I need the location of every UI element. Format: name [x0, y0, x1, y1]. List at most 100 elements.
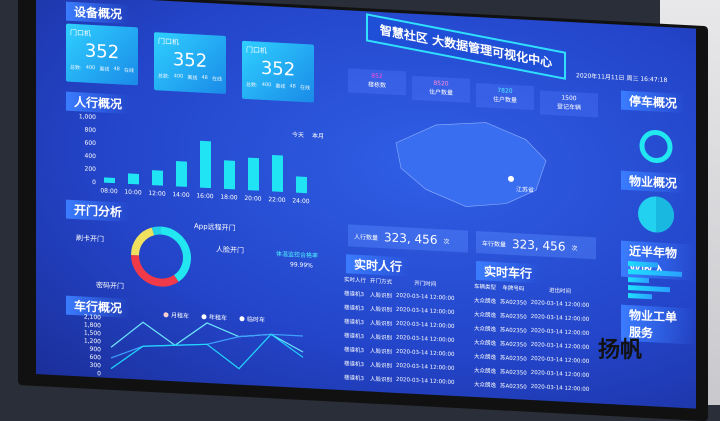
y-tick-label: 900 [90, 346, 102, 354]
online-status: 在线 [211, 76, 222, 83]
bar [104, 177, 115, 184]
table-cell: 2020-03-14 12:00:00 [396, 376, 455, 386]
table-cell: 2020-03-14 12:00:00 [530, 383, 590, 393]
table-cell: 大众朗逸 [474, 381, 497, 390]
table-cell: 大众朗逸 [474, 297, 497, 306]
income-bar [628, 277, 649, 284]
table-cell: 大众朗逸 [474, 367, 497, 376]
legend-label: 临时车 [247, 315, 265, 324]
income-bar [628, 285, 670, 293]
realtime-cars-table: 车辆类型 车牌号码 进出时间 大众朗逸 苏A02350 2020-03-14 12:00:… [472, 279, 591, 397]
stat-label: 楼栋数 [367, 81, 386, 90]
header-stat: 7820 住户数量 [476, 83, 534, 111]
offline-value: 48 [289, 83, 296, 90]
bar [296, 176, 307, 194]
x-tick-label: 22:00 [268, 196, 285, 204]
header-stat: 8520 住户数量 [412, 75, 470, 103]
people-bar-chart: 0 200 400 600 800 1,000 08:00 10:00 12:00 14:00 16… [79, 113, 310, 205]
table-cell: 人脸识别 [370, 292, 393, 300]
table-cell: 楼道机3 [344, 291, 364, 299]
legend-marker [163, 312, 169, 318]
x-tick-label: 08:00 [100, 187, 117, 195]
device-online-count: 352 [260, 57, 296, 81]
car-count: 车行数量 323, 456 次 [476, 231, 596, 260]
datetime: 2020年11月11日 周三 16:47:18 [576, 72, 668, 85]
bar [176, 160, 187, 187]
table-cell: 大众朗逸 [474, 311, 497, 320]
total-value: 400 [85, 64, 96, 72]
legend-label: 月租车 [171, 311, 189, 320]
x-tick-label: 10:00 [124, 189, 141, 197]
x-tick-label: 14:00 [172, 191, 189, 199]
table-cell: 人脸识别 [370, 362, 393, 370]
legend-marker [239, 316, 245, 322]
column-header: 开门方式 [370, 278, 393, 286]
total-label: 总数: [70, 64, 82, 72]
temp-value: 99.99% [290, 261, 313, 270]
bar [200, 140, 211, 189]
online-status: 在线 [299, 84, 310, 92]
temp-label: 体温监控合格率 [276, 250, 319, 260]
offline-value: 48 [201, 74, 208, 82]
x-tick-label: 18:00 [220, 194, 237, 202]
offline-label: 离线 [275, 83, 286, 91]
page-title: 智慧社区 大数据管理可视化中心 [366, 13, 566, 80]
x-tick-label: 20:00 [244, 195, 261, 203]
slice-label: 密码开门 [96, 280, 124, 290]
people-count-label: 人行数量 [354, 233, 379, 242]
table-cell: 苏A02350 [500, 383, 527, 391]
y-tick-label: 2,100 [84, 314, 101, 322]
series-line [110, 333, 304, 370]
legend-marker [201, 314, 207, 320]
car-count-unit: 次 [571, 244, 578, 252]
parking-title: 停车概况 [621, 90, 686, 114]
people-count: 人行数量 323, 456 次 [348, 224, 468, 253]
donut-slice [151, 226, 162, 236]
device-card: 门口机 352 总数: 400 离线 48 在线 [66, 23, 138, 86]
x-tick-label: 16:00 [196, 192, 213, 200]
realtime-people-table: 实时人行 开门方式 开门时间 楼道机3 人脸识别 2020-03-14 12:00:00 楼… [342, 272, 456, 390]
series-line [110, 333, 303, 359]
table-cell: 楼道机3 [344, 347, 364, 355]
legend-label: 年租车 [209, 313, 227, 322]
offline-label: 离线 [187, 74, 198, 82]
y-tick-label: 400 [85, 153, 97, 161]
total-value: 400 [261, 81, 272, 89]
online-status: 在线 [123, 67, 134, 75]
table-cell: 人脸识别 [370, 348, 393, 356]
bar [248, 157, 259, 191]
car-count-label: 车行数量 [482, 239, 507, 249]
y-tick-label: 300 [90, 362, 102, 370]
table-cell: 人脸识别 [370, 334, 393, 342]
device-name: 门口机 [158, 37, 179, 47]
device-name: 门口机 [70, 28, 91, 38]
total-label: 总数: [158, 73, 170, 81]
device-card: 门口机 352 总数: 400 离线 48 在线 [154, 32, 226, 94]
bar [224, 160, 235, 190]
table-cell: 楼道机3 [344, 305, 364, 313]
people-count-unit: 次 [443, 237, 450, 246]
table-cell: 楼道机3 [344, 333, 364, 341]
y-tick-label: 0 [97, 370, 101, 377]
y-tick-label: 600 [90, 354, 102, 362]
y-tick-label: 1,800 [84, 322, 101, 330]
x-tick-label: 12:00 [148, 190, 165, 198]
y-tick-label: 600 [85, 140, 97, 148]
donut-slice [131, 227, 155, 256]
car-count-value: 323, 456 [512, 236, 566, 254]
map-marker-label: 江苏省 [516, 185, 534, 194]
offline-value: 48 [113, 66, 120, 73]
x-tick-label: 24:00 [292, 197, 309, 205]
table-cell: 人脸识别 [370, 376, 393, 384]
bar [152, 170, 163, 186]
slice-label: 人脸开门 [216, 244, 244, 254]
bar [272, 154, 283, 192]
table-cell: 楼道机3 [344, 361, 364, 369]
y-tick-label: 1,000 [79, 113, 96, 121]
stat-label: 住户数量 [492, 95, 517, 105]
property-title: 物业概况 [621, 170, 686, 194]
property-pie [638, 196, 674, 233]
total-label: 总数: [246, 82, 258, 89]
table-cell: 人脸识别 [370, 320, 393, 328]
